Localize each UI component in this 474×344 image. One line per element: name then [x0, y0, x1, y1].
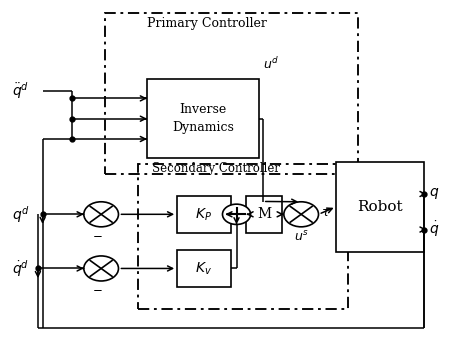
Bar — [177, 250, 231, 287]
Text: $\dot{q}$: $\dot{q}$ — [429, 220, 439, 239]
Bar — [137, 163, 348, 309]
Text: $-$: $-$ — [92, 228, 103, 241]
Text: $\dot{q}^d$: $\dot{q}^d$ — [12, 258, 29, 279]
Circle shape — [84, 256, 118, 281]
Text: $q$: $q$ — [429, 186, 439, 202]
Bar — [177, 196, 231, 233]
Text: $q^d$: $q^d$ — [12, 204, 30, 225]
Text: Inverse
Dynamics: Inverse Dynamics — [172, 103, 234, 134]
Text: $u^s$: $u^s$ — [294, 230, 309, 244]
Circle shape — [284, 202, 319, 227]
Text: Primary Controller: Primary Controller — [146, 17, 266, 30]
Text: $K_P$: $K_P$ — [195, 206, 212, 223]
Text: Secondary Controller: Secondary Controller — [152, 162, 280, 175]
Text: $u^d$: $u^d$ — [263, 56, 279, 72]
Bar — [337, 162, 424, 251]
Text: Robot: Robot — [357, 200, 403, 214]
Text: M: M — [257, 207, 271, 221]
Text: $\ddot{q}^d$: $\ddot{q}^d$ — [12, 80, 29, 101]
Bar — [147, 79, 258, 159]
Circle shape — [84, 202, 118, 227]
Text: $-$: $-$ — [92, 282, 103, 295]
Circle shape — [222, 204, 251, 224]
Text: $\tau$: $\tau$ — [321, 206, 330, 219]
Text: $K_v$: $K_v$ — [195, 260, 212, 277]
Bar — [105, 13, 358, 174]
Bar — [246, 196, 282, 233]
